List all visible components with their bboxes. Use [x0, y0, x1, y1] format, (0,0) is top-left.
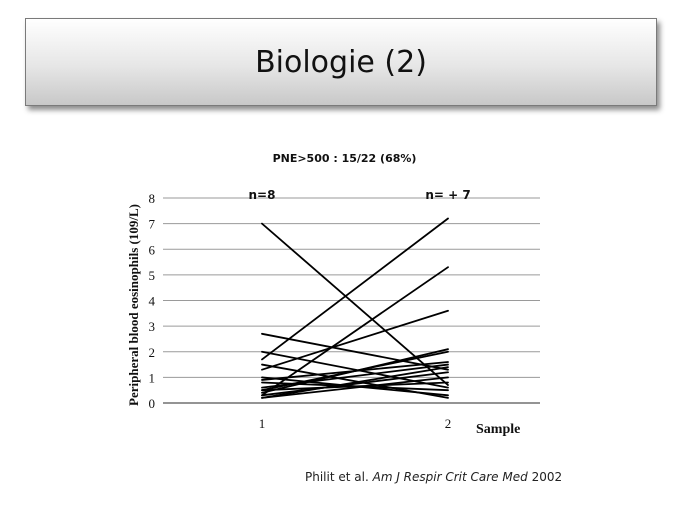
y-axis-label: Peripheral blood eosinophils (109/L): [126, 204, 141, 406]
y-tick-label: 7: [149, 217, 156, 232]
y-tick-labels: 0 1 2 3 4 5 6 7 8: [149, 191, 156, 411]
series-line-13: [261, 376, 449, 399]
series-line-4: [261, 309, 449, 371]
series-line-5: [261, 332, 449, 371]
y-tick-label: 6: [149, 242, 156, 257]
series-line-3: [261, 266, 449, 397]
x-tick-label: 2: [445, 416, 452, 431]
annotations: n=8 n= + 7: [249, 188, 471, 202]
series-line-10: [261, 361, 449, 381]
series-line-12: [261, 371, 449, 397]
y-tick-label: 2: [149, 345, 156, 360]
y-tick-label: 8: [149, 191, 156, 206]
y-tick-label: 0: [149, 396, 156, 411]
slide-title: Biologie (2): [255, 44, 427, 80]
series-line-2: [261, 217, 449, 361]
x-tick-label: 1: [259, 416, 266, 431]
citation-year: 2002: [531, 470, 563, 484]
citation: Philit et al. Am J Respir Crit Care Med …: [305, 470, 562, 484]
series-line-17: [261, 376, 449, 397]
annotation-label: n=8: [249, 188, 276, 202]
y-tick-label: 3: [149, 319, 156, 334]
y-tick-label: 4: [149, 294, 156, 309]
chart-subtitle: PNE>500 : 15/22 (68%): [272, 152, 417, 165]
y-tick-label: 5: [149, 268, 156, 283]
citation-journal: Am J Respir Crit Care Med: [372, 470, 528, 484]
series-line-16: [261, 366, 449, 399]
citation-authors: Philit et al.: [305, 470, 369, 484]
x-axis-label: Sample: [476, 422, 520, 437]
y-tick-label: 1: [149, 370, 156, 385]
title-box: Biologie (2): [25, 18, 657, 106]
series-layer: [261, 217, 449, 399]
annotation-label: n= + 7: [425, 188, 470, 202]
